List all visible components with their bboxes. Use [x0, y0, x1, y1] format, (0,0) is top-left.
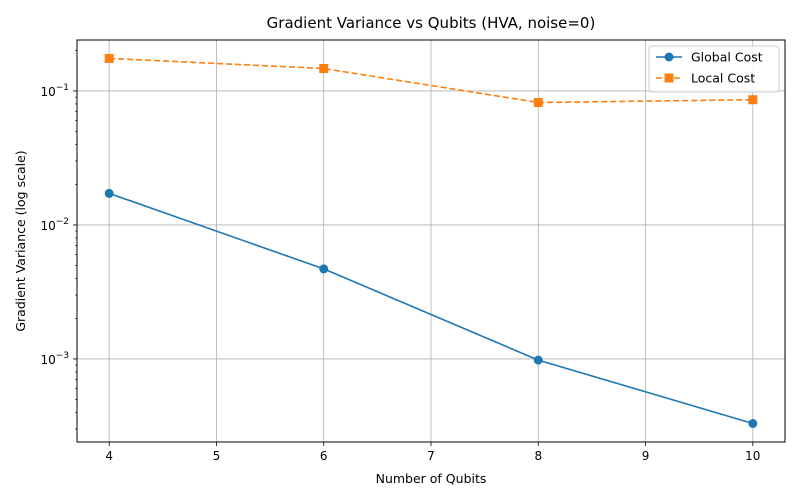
local-cost-point	[533, 97, 543, 107]
series-layer	[104, 53, 758, 428]
y-tick-mantissa: 10	[40, 353, 55, 367]
global-cost-point	[104, 188, 114, 198]
x-tick-label: 4	[105, 449, 113, 463]
legend: Global Cost Local Cost	[648, 45, 780, 93]
global-cost-point	[533, 355, 543, 365]
y-axis: 10−310−210−1	[40, 50, 77, 430]
x-tick-label: 7	[427, 449, 435, 463]
y-tick-exponent: −2	[56, 217, 69, 227]
global-cost-point	[319, 264, 329, 274]
global-cost-line	[108, 192, 754, 425]
y-tick-label: 10−3	[40, 351, 69, 367]
y-tick-label: 10−1	[40, 83, 69, 99]
local-cost-point	[748, 95, 758, 105]
x-tick-label: 5	[213, 449, 221, 463]
y-tick-label: 10−2	[40, 217, 69, 233]
y-tick-mantissa: 10	[40, 85, 55, 99]
legend-global-cost-marker	[664, 52, 674, 62]
legend-global-cost-label: Global Cost	[691, 50, 763, 65]
y-tick-exponent: −1	[56, 83, 69, 93]
local-cost-point	[319, 64, 329, 74]
x-axis-title: Number of Qubits	[376, 471, 487, 486]
y-axis-title: Gradient Variance (log scale)	[13, 150, 28, 331]
x-tick-label: 9	[642, 449, 650, 463]
local-cost-point	[104, 53, 114, 63]
x-tick-label: 8	[534, 449, 542, 463]
chart-title: Gradient Variance vs Qubits (HVA, noise=…	[267, 14, 596, 32]
global-cost-point	[748, 418, 758, 428]
y-tick-mantissa: 10	[40, 219, 55, 233]
legend-local-cost-label: Local Cost	[691, 71, 755, 86]
legend-local-cost-marker	[664, 73, 674, 83]
x-tick-label: 10	[745, 449, 760, 463]
x-axis: 4 5 6 7 8 9 10	[105, 442, 760, 463]
x-tick-label: 6	[320, 449, 328, 463]
y-tick-exponent: −3	[56, 351, 69, 361]
